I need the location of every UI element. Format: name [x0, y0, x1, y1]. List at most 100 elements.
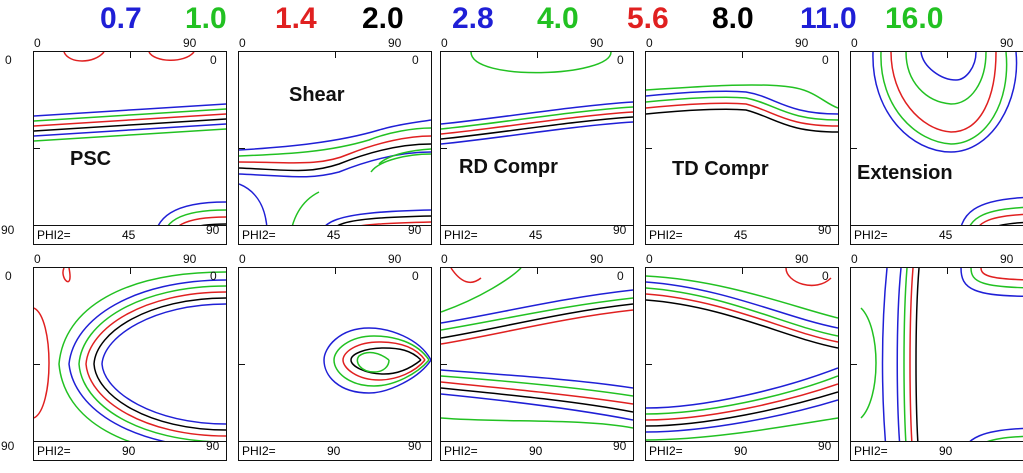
contour-line-1 [441, 106, 633, 130]
phi2-value: 45 [122, 228, 136, 242]
contour-line-8 [441, 387, 633, 413]
phi2-footer: PHI2= 90 [239, 441, 431, 460]
legend-level-5: 4.0 [537, 2, 579, 35]
contour-line-7 [441, 381, 633, 405]
top-axis-min-label: 0 [851, 252, 858, 266]
contour-line-4 [441, 121, 633, 145]
phi2-footer: PHI2= 45 [34, 225, 226, 244]
top-axis-max-label: 90 [183, 36, 197, 50]
contour-line-10 [450, 268, 482, 284]
phi2-value: 45 [734, 228, 748, 242]
contour-line-2 [85, 291, 226, 437]
contour-plot [872, 52, 1023, 244]
contour-line-6 [960, 268, 1023, 297]
contour-line-4 [239, 151, 431, 178]
left-mid-tick [441, 364, 447, 366]
contour-line-3 [441, 309, 633, 345]
left-mid-tick [441, 148, 447, 150]
top-mid-tick [947, 268, 949, 274]
contour-line-7 [646, 383, 838, 421]
contour-line-3 [915, 268, 920, 460]
top-axis-min-label: 0 [239, 36, 246, 50]
left-axis-max-label: 90 [1, 223, 15, 237]
contour-line-0 [34, 103, 226, 117]
odf-section-plot: PHI2= 90 [238, 267, 432, 461]
top-axis-max-label: 90 [795, 36, 809, 50]
phi2-value: 45 [327, 228, 341, 242]
contour-plot [34, 52, 226, 244]
contour-line-4 [441, 268, 522, 313]
contour-line-0 [872, 52, 1018, 153]
contour-line-6 [646, 375, 838, 415]
contour-line-5 [470, 52, 612, 74]
left-axis-min-label: 0 [210, 53, 217, 67]
contour-line-2 [646, 293, 838, 343]
contour-line-8 [980, 268, 1023, 281]
top-axis-max-label: 90 [590, 36, 604, 50]
legend-level-7: 8.0 [712, 2, 754, 35]
contour-line-3 [350, 347, 422, 375]
left-axis-max-label: 90 [408, 223, 422, 237]
phi2-label: PHI2= [242, 228, 276, 242]
contour-line-9 [441, 393, 633, 421]
top-axis-max-label: 90 [1000, 252, 1014, 266]
phi2-value: 45 [529, 228, 543, 242]
left-axis-max-label: 90 [818, 439, 832, 453]
contour-line-7 [34, 307, 50, 419]
left-mid-tick [239, 364, 245, 366]
contour-line-3 [905, 52, 987, 105]
odf-panel-r1-c3: 0 90 0 90 PHI2= 90 [613, 252, 839, 461]
left-axis-max-label: 90 [206, 223, 220, 237]
phi2-label: PHI2= [37, 444, 71, 458]
phi2-footer: PHI2= 90 [441, 441, 633, 460]
contour-line-2 [441, 303, 633, 339]
left-mid-tick [646, 364, 652, 366]
contour-line-5 [34, 128, 226, 142]
contour-plot [646, 268, 838, 441]
left-axis-max-label: 90 [613, 439, 627, 453]
left-mid-tick [851, 364, 857, 366]
top-axis-min-label: 0 [646, 252, 653, 266]
top-mid-tick [130, 268, 132, 274]
left-axis-max-label: 90 [613, 223, 627, 237]
left-mid-tick [646, 148, 652, 150]
contour-line-3 [239, 143, 431, 172]
phi2-footer: PHI2= 45 [441, 225, 633, 244]
phi2-footer: PHI2= 90 [851, 441, 1023, 460]
contour-line-0 [323, 327, 431, 394]
contour-line-3 [441, 116, 633, 140]
contour-line-2 [890, 52, 997, 133]
contour-line-8 [646, 391, 838, 427]
contour-line-6 [62, 268, 71, 283]
top-axis-min-label: 0 [441, 36, 448, 50]
top-mid-tick [742, 52, 744, 58]
contour-line-2 [909, 268, 914, 460]
top-axis-min-label: 0 [34, 36, 41, 50]
phi2-value: 45 [939, 228, 953, 242]
phi2-value: 90 [122, 444, 136, 458]
phi2-footer: PHI2= 45 [239, 225, 431, 244]
contour-plot [441, 268, 633, 429]
odf-panel-r0-c3: 0 90 0 90 TD Compr PHI2= 45 [613, 36, 839, 245]
left-axis-min-label: 0 [822, 269, 829, 283]
phi2-value: 90 [327, 444, 341, 458]
phi2-label: PHI2= [854, 228, 888, 242]
left-mid-tick [851, 148, 857, 150]
phi2-value: 90 [734, 444, 748, 458]
contour-line-1 [903, 268, 908, 460]
legend-level-2: 1.4 [275, 2, 317, 35]
top-axis-max-label: 90 [388, 36, 402, 50]
contour-line-0 [68, 279, 226, 449]
contour-plot [323, 327, 431, 394]
contour-line-1 [34, 108, 226, 122]
odf-panel-r0-c1: 0 90 0 90 Shear PHI2= 45 [206, 36, 432, 245]
left-axis-max-label: 90 [408, 439, 422, 453]
top-axis-min-label: 0 [34, 252, 41, 266]
contour-line-1 [78, 285, 226, 443]
left-mid-tick [239, 148, 245, 150]
panel-title: PSC [70, 148, 112, 170]
contour-line-0 [646, 281, 838, 329]
contour-line-5 [441, 369, 633, 389]
odf-section-plot: PSC PHI2= 45 [33, 51, 227, 245]
odf-panel-r1-c0: 0 90 0 90 PHI2= 90 [1, 252, 227, 461]
